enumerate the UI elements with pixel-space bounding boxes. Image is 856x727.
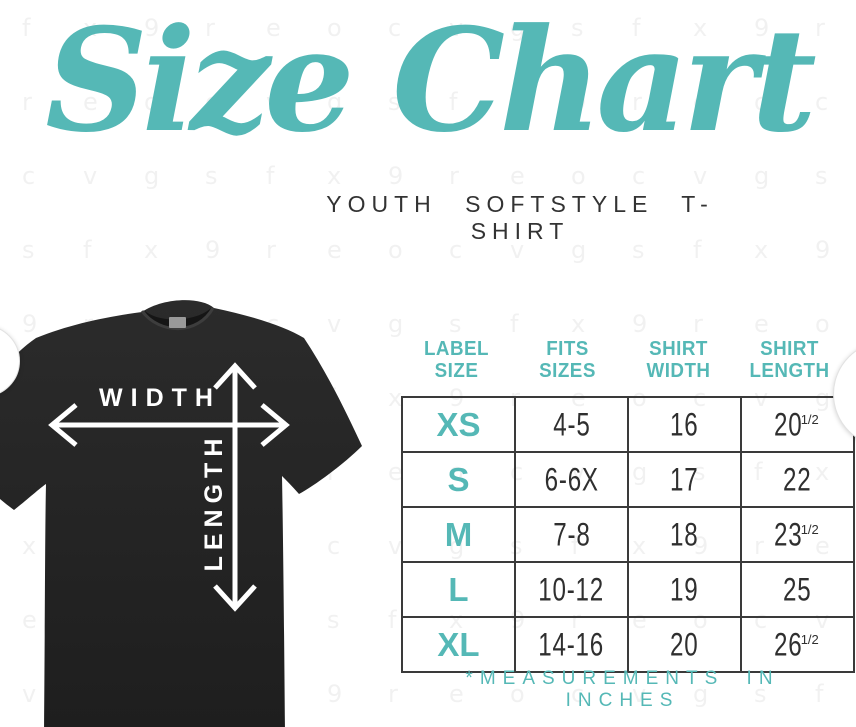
table-row-s: S 6-6X 17 22 [401,451,855,508]
header-line: SHIRT [760,338,819,360]
shirt-width-cell: 16 [627,396,742,453]
cell-value: 18 [670,515,699,553]
shirt-length-cell: 22 [740,451,855,508]
table-row-xl: XL 14-16 20 261/2 [401,616,855,673]
header-line: LENGTH [749,360,830,382]
fits-sizes-cell: 6-6X [514,451,629,508]
header-line: LABEL [423,338,490,360]
cell-value: 16 [670,405,699,443]
header-fits-sizes: FITS SIZES [515,338,619,382]
cell-value: 26 [774,625,803,663]
fraction-superscript: 1/2 [800,522,819,538]
shirt-width-cell: 18 [627,506,742,563]
fraction-superscript: 1/2 [800,632,819,648]
width-arrow [48,403,290,447]
header-label-size: LABEL SIZE [404,338,508,382]
shirt-length-cell: 25 [740,561,855,618]
shirt-width-cell: 20 [627,616,742,673]
collar-band [140,307,215,331]
cell-value: 4-5 [552,405,591,443]
length-arrow [213,362,257,612]
header-line: WIDTH [646,360,711,382]
neck-opening [144,307,212,328]
label-size-cell: S [401,451,516,508]
cell-value: 23 [774,515,803,553]
header-line: SHIRT [649,338,708,360]
cell-value: 25 [783,570,812,608]
label-size-cell: XL [401,616,516,673]
header-line: FITS [546,338,589,360]
cell-value: 14-16 [538,625,605,663]
fits-sizes-cell: 10-12 [514,561,629,618]
header-shirt-length: SHIRT LENGTH [737,338,841,382]
cell-value: 10-12 [538,570,605,608]
cell-value: 19 [670,570,699,608]
header-line: SIZES [539,360,596,382]
table-row-l: L 10-12 19 25 [401,561,855,618]
cell-value: 22 [783,460,812,498]
size-table-headers: LABEL SIZE FITS SIZES SHIRT WIDTH SHIRT … [401,338,845,382]
cell-value: 6-6X [544,460,599,498]
header-shirt-width: SHIRT WIDTH [626,338,730,382]
table-row-m: M 7-8 18 231/2 [401,506,855,563]
shirt-width-cell: 19 [627,561,742,618]
shirt-width-cell: 17 [627,451,742,508]
table-row-xs: XS 4-5 16 201/2 [401,396,855,453]
tshirt-graphic: WIDTH LENGTH [0,300,362,727]
page-title: Size Chart [45,0,817,164]
fits-sizes-cell: 14-16 [514,616,629,673]
size-table: XS 4-5 16 201/2 S 6-6X 17 22 M 7-8 18 23… [401,396,855,673]
fits-sizes-cell: 4-5 [514,396,629,453]
shirt-length-cell: 231/2 [740,506,855,563]
width-label: WIDTH [99,384,221,412]
cell-value: 20 [670,625,699,663]
header-line: SIZE [434,360,479,382]
page-subtitle: YOUTH SOFTSTYLE T-SHIRT [326,191,714,244]
label-size-cell: L [401,561,516,618]
cell-value: 7-8 [552,515,591,553]
fits-sizes-cell: 7-8 [514,506,629,563]
shirt-length-cell: 261/2 [740,616,855,673]
cell-value: 17 [670,460,699,498]
length-label: LENGTH [200,433,228,572]
tshirt-silhouette [0,300,362,727]
measurements-footnote: *MEASUREMENTS IN INCHES [465,668,780,711]
label-size-cell: M [401,506,516,563]
measurement-arrows [48,362,290,612]
neck-tag [169,317,186,328]
cell-value: 20 [774,405,803,443]
label-size-cell: XS [401,396,516,453]
fraction-superscript: 1/2 [800,412,819,428]
